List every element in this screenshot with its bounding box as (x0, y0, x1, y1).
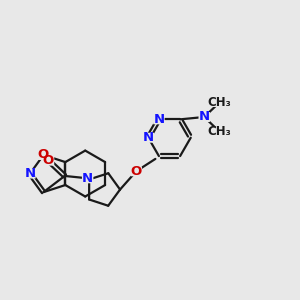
FancyBboxPatch shape (211, 98, 228, 107)
FancyBboxPatch shape (153, 114, 165, 124)
FancyBboxPatch shape (199, 112, 210, 122)
Text: O: O (38, 148, 49, 161)
Text: N: N (24, 167, 36, 180)
FancyBboxPatch shape (38, 150, 49, 160)
FancyBboxPatch shape (130, 166, 142, 176)
FancyBboxPatch shape (82, 173, 93, 183)
FancyBboxPatch shape (211, 127, 228, 136)
Text: CH₃: CH₃ (208, 125, 231, 138)
FancyBboxPatch shape (43, 156, 54, 166)
FancyBboxPatch shape (24, 169, 36, 178)
Text: N: N (153, 113, 164, 126)
Text: O: O (43, 154, 54, 167)
Text: N: N (199, 110, 210, 124)
FancyBboxPatch shape (142, 133, 154, 143)
Text: CH₃: CH₃ (208, 96, 231, 109)
Text: O: O (130, 165, 142, 178)
Text: N: N (82, 172, 93, 185)
Text: N: N (143, 131, 154, 144)
